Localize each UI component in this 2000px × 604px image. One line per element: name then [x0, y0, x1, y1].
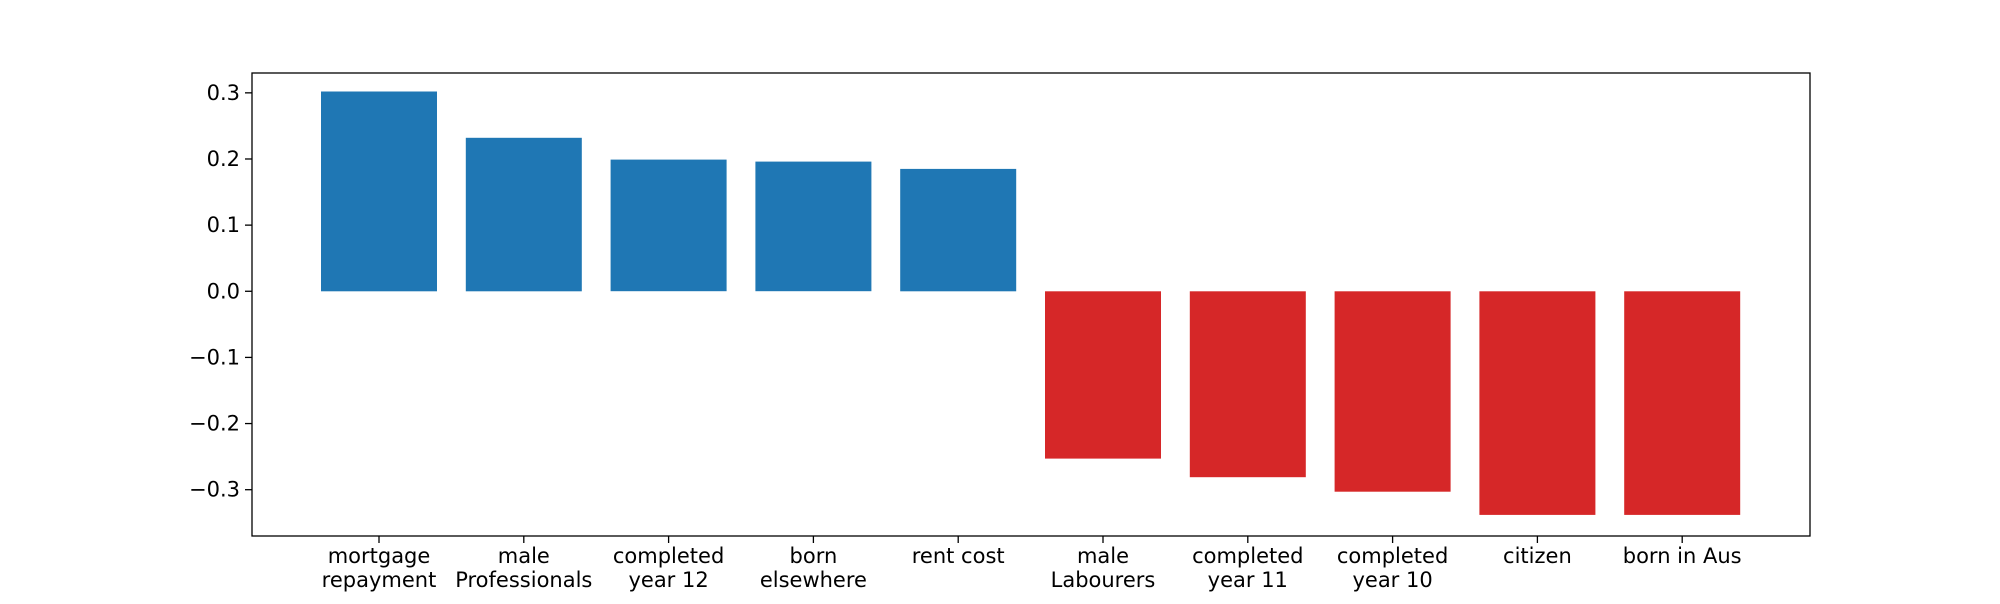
y-axis: 0.3 0.2 0.1 0.0 −0.1 −0.2 −0.3 [189, 81, 252, 502]
bar-8 [1479, 291, 1596, 515]
bar-0 [321, 91, 437, 292]
y-tick-label-3: 0.0 [207, 279, 240, 303]
x-tick-label-5: male Labourers [1051, 544, 1156, 592]
x-tick-label-4: rent cost [912, 544, 1005, 568]
bar-7 [1334, 291, 1451, 492]
y-tick-label-1: 0.2 [207, 147, 240, 171]
y-tick-label-6: −0.3 [189, 478, 240, 502]
bar-5 [1045, 291, 1161, 459]
bar-4 [900, 168, 1017, 292]
bars-layer [321, 91, 1741, 515]
x-tick-label-9: born in Aus [1623, 544, 1742, 568]
y-tick-label-0: 0.3 [207, 81, 240, 105]
bar-1 [465, 137, 582, 292]
x-tick-label-1: male Professionals [455, 544, 592, 592]
y-tick-label-5: −0.2 [189, 412, 240, 436]
y-tick-label-2: 0.1 [207, 213, 240, 237]
x-tick-label-0: mortgage repayment [322, 544, 437, 592]
bar-6 [1189, 291, 1306, 478]
x-tick-label-2: completed year 12 [613, 544, 724, 592]
bar-2 [610, 159, 727, 292]
x-axis: mortgage repayment male Professionals comple… [322, 536, 1742, 592]
x-tick-label-8: citizen [1503, 544, 1572, 568]
plot-frame [251, 72, 1811, 537]
x-tick-label-6: completed year 11 [1192, 544, 1303, 592]
x-tick-label-3: born elsewhere [760, 544, 867, 592]
y-tick-label-4: −0.1 [189, 345, 240, 369]
bar-3 [755, 161, 872, 292]
x-tick-label-7: completed year 10 [1337, 544, 1448, 592]
bar-9 [1624, 291, 1741, 515]
